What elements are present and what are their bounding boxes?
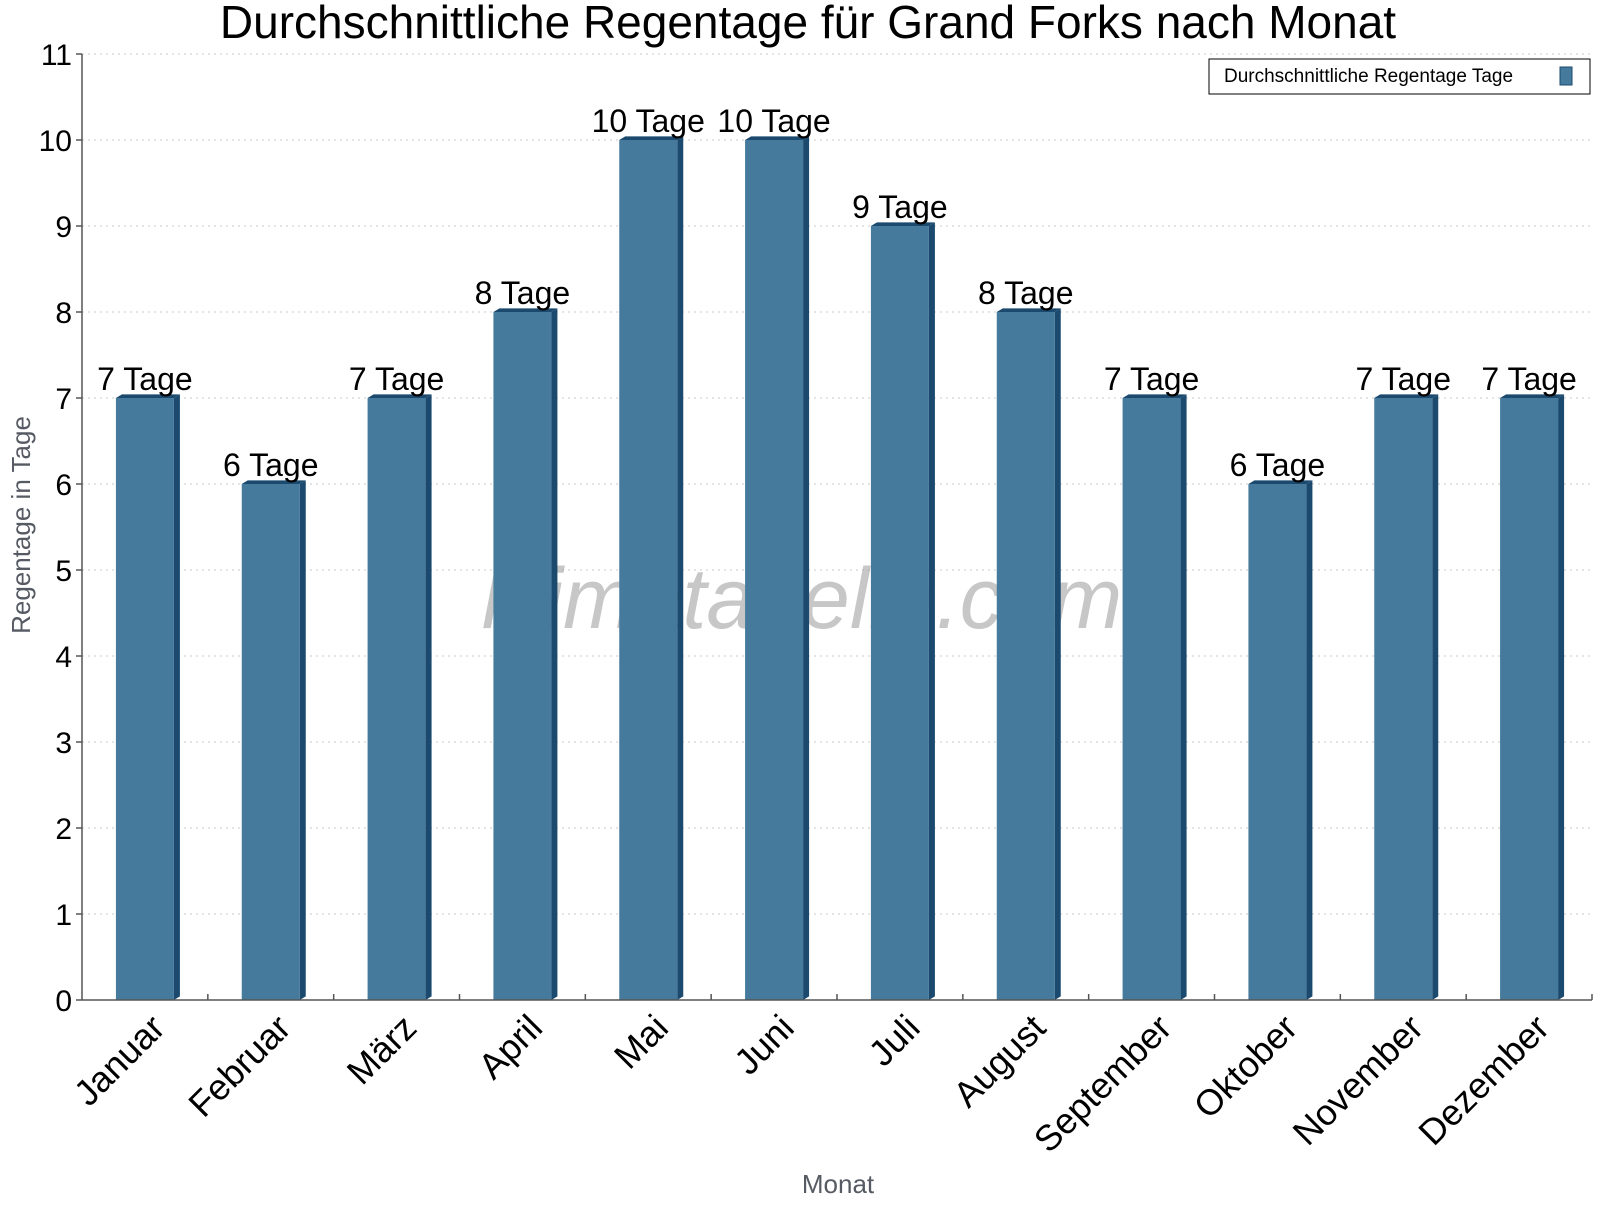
bar	[996, 312, 1055, 1000]
bar	[1248, 484, 1307, 1000]
bar-data-label: 6 Tage	[1230, 447, 1326, 483]
axes	[76, 53, 1593, 1001]
bar-top	[115, 394, 180, 398]
bar-side	[1432, 394, 1439, 1000]
y-tick-label: 2	[55, 813, 72, 846]
y-axis-label: Regentage in Tage	[6, 416, 36, 634]
y-tick-label: 3	[55, 727, 72, 760]
x-tick-label: September	[1026, 1007, 1180, 1161]
bar-side	[173, 394, 180, 1000]
x-tick-label: Juni	[726, 1007, 802, 1083]
bar-data-label: 7 Tage	[1356, 361, 1452, 397]
y-tick-label: 7	[55, 383, 72, 416]
legend-swatch	[1559, 66, 1573, 86]
bar	[870, 226, 929, 1000]
bar-data-label: 6 Tage	[223, 447, 319, 483]
bar-side	[1558, 394, 1565, 1000]
bar	[1122, 398, 1181, 1000]
bars	[115, 136, 1565, 1000]
bar-side	[425, 394, 432, 1000]
bar-top	[996, 308, 1061, 312]
bar-side	[928, 222, 935, 1000]
x-tick-label: Juli	[860, 1007, 927, 1074]
y-tick-label: 11	[41, 39, 72, 72]
y-tick-label: 5	[55, 555, 72, 588]
bar-side	[1054, 308, 1061, 1000]
x-tick-label: August	[945, 1007, 1053, 1115]
bar-data-label: 7 Tage	[349, 361, 445, 397]
x-tick-label: November	[1284, 1007, 1430, 1153]
bar-data-label: 10 Tage	[592, 103, 705, 139]
bar	[493, 312, 552, 1000]
legend-box	[1208, 58, 1591, 95]
x-tick-label: Oktober	[1186, 1007, 1306, 1127]
bar-data-label: 9 Tage	[852, 189, 948, 225]
y-tick-label: 4	[55, 641, 72, 674]
bar	[241, 484, 300, 1000]
bar-side	[551, 308, 558, 1000]
y-tick-label: 6	[55, 469, 72, 502]
bar	[1374, 398, 1433, 1000]
data-labels: 7 Tage 6 Tage 7 Tage 8 Tage 10 Tage 10 Tage 9 …	[97, 103, 1577, 483]
bar-top	[367, 394, 432, 398]
bar-data-label: 7 Tage	[97, 361, 193, 397]
bar-top	[1374, 394, 1439, 398]
x-tick-label: März	[339, 1007, 425, 1093]
bar-side	[803, 136, 810, 1000]
bar-side	[1306, 480, 1313, 1000]
bar-side	[299, 480, 306, 1000]
bar-top	[1248, 480, 1313, 484]
bar-data-label: 7 Tage	[1481, 361, 1577, 397]
x-tick-label: Januar	[66, 1007, 173, 1114]
y-tick-label: 8	[55, 297, 72, 330]
y-tick-labels: 0 1 2 3 4 5 6 7 8 9 10 11	[39, 39, 72, 1018]
bar-top	[1122, 394, 1187, 398]
bar-top	[870, 222, 935, 226]
bar-data-label: 8 Tage	[978, 275, 1074, 311]
bar-data-label: 10 Tage	[717, 103, 830, 139]
chart-title: Durchschnittliche Regentage für Grand Fo…	[220, 0, 1396, 48]
x-tick-label: Mai	[606, 1007, 676, 1077]
bar-top	[241, 480, 306, 484]
bar	[115, 398, 174, 1000]
bar-top	[745, 136, 810, 140]
bar-data-label: 8 Tage	[475, 275, 571, 311]
bar	[367, 398, 426, 1000]
bar	[1500, 398, 1559, 1000]
y-tick-label: 10	[39, 125, 72, 158]
y-tick-label: 1	[55, 899, 72, 932]
grid-lines	[82, 53, 1592, 915]
y-tick-label: 9	[55, 211, 72, 244]
bar-data-label: 7 Tage	[1104, 361, 1200, 397]
x-tick-label: Februar	[180, 1007, 298, 1125]
bar	[619, 140, 678, 1000]
x-tick-labels: Januar Februar März April Mai Juni Juli AugustS…	[66, 1007, 1557, 1161]
y-tick-label: 0	[55, 985, 72, 1018]
x-tick-label: Dezember	[1410, 1007, 1556, 1153]
bar	[745, 140, 804, 1000]
bar-top	[1500, 394, 1565, 398]
bar-top	[619, 136, 684, 140]
bar-side	[677, 136, 684, 1000]
legend: Durchschnittliche Regentage Tage	[1208, 58, 1591, 95]
bar-top	[493, 308, 558, 312]
x-tick-label: April	[470, 1007, 550, 1087]
legend-label: Durchschnittliche Regentage Tage	[1224, 66, 1513, 87]
x-axis-label: Monat	[802, 1169, 875, 1199]
bar-side	[1180, 394, 1187, 1000]
